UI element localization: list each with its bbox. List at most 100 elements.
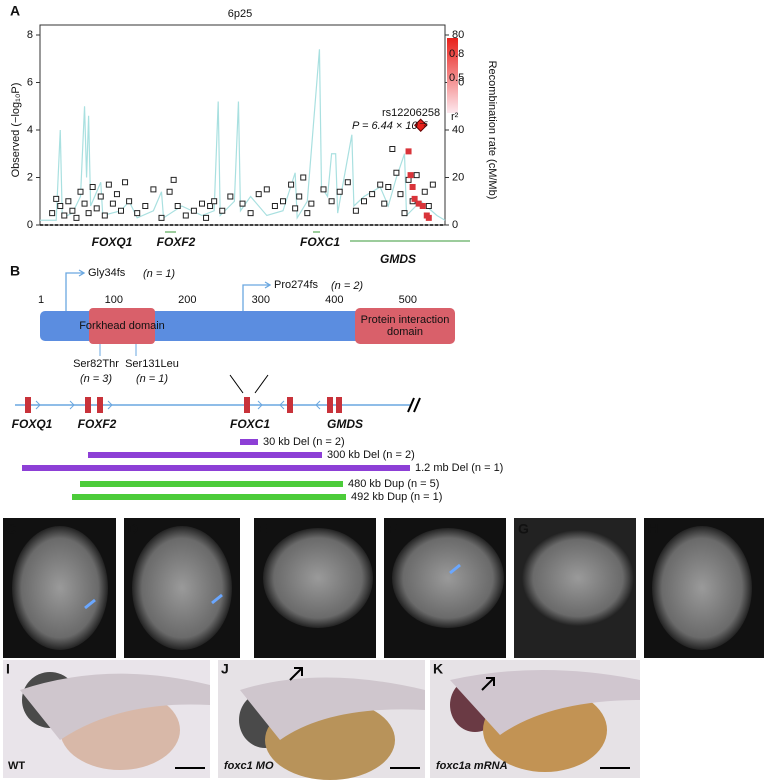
snp-point — [336, 188, 343, 195]
snp-point — [199, 200, 205, 207]
mutation-n: (n = 3) — [80, 373, 112, 385]
image-label: WT — [8, 760, 25, 772]
snp-point — [361, 198, 367, 205]
snp-point — [239, 200, 246, 207]
image-label: foxc1a mRNA — [436, 760, 508, 772]
panel-label: G — [518, 521, 529, 537]
snp-point — [227, 193, 234, 200]
snp-point — [308, 200, 315, 207]
snp-point — [109, 200, 116, 207]
snp-point — [401, 210, 408, 217]
map-gene-label: FOXQ1 — [12, 417, 53, 431]
snp-point — [344, 179, 351, 186]
snp-point — [113, 191, 120, 198]
domain — [89, 308, 155, 344]
snp-point — [300, 174, 307, 181]
r2-label: 0.5 — [449, 72, 464, 84]
mutation-n: (n = 1) — [143, 268, 175, 280]
snp-point — [425, 214, 432, 221]
mri-images — [3, 518, 764, 658]
gene-box — [25, 397, 31, 413]
snp-point — [304, 210, 311, 217]
domain — [355, 308, 455, 344]
mutation-label: Ser82Thr — [73, 358, 119, 370]
break-mark — [407, 397, 421, 413]
snp-point — [320, 186, 327, 193]
panel-label: A — [10, 3, 20, 19]
snp-point — [101, 212, 108, 219]
snp-point — [407, 172, 414, 179]
snp-point — [296, 193, 303, 200]
snp-point — [419, 203, 426, 209]
snp-point — [85, 210, 92, 217]
snp-point — [385, 184, 392, 190]
map-gene-label: FOXC1 — [230, 417, 270, 431]
snp-point — [182, 212, 189, 219]
mutation-arrow — [242, 281, 272, 311]
y-tick-label: 2 — [27, 171, 33, 183]
snp-point — [118, 207, 124, 214]
gene-box — [97, 397, 103, 413]
cnv-label: 480 kb Dup (n = 5) — [348, 478, 439, 490]
aa-tick-label: 1 — [38, 294, 44, 306]
chart-title: 6p25 — [228, 8, 252, 20]
snp-point — [429, 181, 436, 188]
map-gene-label: GMDS — [327, 417, 363, 431]
snp-point — [150, 186, 157, 193]
y2-tick-label: 40 — [452, 124, 464, 136]
snp-point — [77, 188, 84, 195]
snp-point — [69, 207, 76, 214]
snp-point — [89, 184, 96, 190]
panel-label: K — [433, 661, 443, 677]
aa-tick-label: 100 — [105, 294, 123, 306]
lead-snp — [413, 118, 428, 132]
y2-tick-label: 80 — [452, 29, 464, 41]
snp-point — [97, 193, 104, 200]
cnv-label: 492 kb Dup (n = 1) — [351, 491, 442, 503]
y-tick-label: 8 — [27, 29, 33, 41]
mutation-n: (n = 2) — [331, 280, 363, 292]
snp-point — [57, 203, 64, 209]
mutation-label: Pro274fs — [274, 279, 319, 291]
panel-label: B — [10, 263, 20, 279]
snp-point — [142, 203, 149, 209]
panel-label: F — [388, 521, 397, 537]
aa-tick-label: 200 — [178, 294, 196, 306]
snp-point — [393, 169, 400, 176]
snp-point — [73, 214, 80, 221]
snp-point — [377, 181, 384, 188]
snp-point — [411, 195, 418, 202]
snp-point — [61, 212, 68, 219]
gene-label: FOXC1 — [300, 235, 340, 249]
gene-box — [327, 397, 333, 413]
snp-point — [134, 210, 141, 217]
aa-tick-label: 500 — [399, 294, 417, 306]
gene-box — [244, 397, 250, 413]
snp-point — [203, 214, 210, 221]
domain-label: Protein interaction domain — [361, 314, 450, 338]
gene-label: GMDS — [380, 252, 416, 266]
snp-point — [190, 207, 197, 214]
mutation-label: Ser131Leu — [125, 358, 179, 370]
direction-arrow — [315, 400, 321, 410]
panel-label: H — [648, 521, 658, 537]
y2-tick-label: 20 — [452, 171, 464, 183]
snp-point — [53, 195, 60, 202]
snp-point — [292, 205, 299, 212]
snp-point — [425, 203, 432, 209]
r2-label: 0.8 — [449, 48, 464, 60]
y-tick-label: 4 — [27, 124, 33, 136]
y2-axis-label: Recombination rate (cM/Mb) — [486, 61, 498, 200]
snp-point — [389, 146, 396, 152]
snp-point — [174, 203, 181, 209]
snp-point — [122, 179, 129, 186]
snp-point — [409, 184, 416, 190]
snp-point — [263, 186, 270, 193]
direction-arrow — [279, 400, 285, 410]
cnv-label: 300 kb Del (n = 2) — [327, 449, 415, 461]
zebrafish-images — [3, 660, 640, 780]
gene-label: FOXF2 — [157, 235, 196, 249]
snp-point — [352, 207, 359, 214]
domain-label: Forkhead domain — [79, 320, 165, 332]
y-tick-label: 6 — [27, 76, 33, 88]
